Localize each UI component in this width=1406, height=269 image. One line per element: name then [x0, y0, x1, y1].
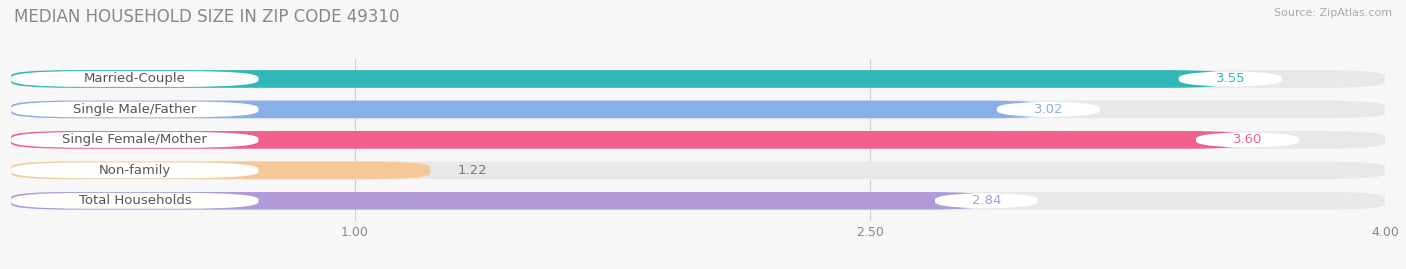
FancyBboxPatch shape — [11, 101, 1049, 118]
Text: Single Male/Father: Single Male/Father — [73, 103, 197, 116]
FancyBboxPatch shape — [1178, 71, 1282, 87]
FancyBboxPatch shape — [11, 70, 1385, 88]
FancyBboxPatch shape — [11, 101, 259, 117]
FancyBboxPatch shape — [11, 192, 1385, 210]
Text: 3.02: 3.02 — [1033, 103, 1063, 116]
Text: Non-family: Non-family — [98, 164, 172, 177]
FancyBboxPatch shape — [11, 70, 1230, 88]
FancyBboxPatch shape — [11, 162, 259, 178]
Text: Single Female/Mother: Single Female/Mother — [62, 133, 207, 146]
FancyBboxPatch shape — [11, 161, 430, 179]
Text: Married-Couple: Married-Couple — [84, 72, 186, 86]
FancyBboxPatch shape — [997, 101, 1099, 117]
FancyBboxPatch shape — [11, 132, 259, 148]
FancyBboxPatch shape — [11, 71, 259, 87]
FancyBboxPatch shape — [935, 193, 1038, 209]
Text: Total Households: Total Households — [79, 194, 191, 207]
FancyBboxPatch shape — [11, 131, 1385, 149]
FancyBboxPatch shape — [11, 161, 1385, 179]
Text: 3.55: 3.55 — [1216, 72, 1246, 86]
Text: 2.84: 2.84 — [972, 194, 1001, 207]
Text: Source: ZipAtlas.com: Source: ZipAtlas.com — [1274, 8, 1392, 18]
FancyBboxPatch shape — [11, 101, 1385, 118]
FancyBboxPatch shape — [11, 192, 987, 210]
Text: MEDIAN HOUSEHOLD SIZE IN ZIP CODE 49310: MEDIAN HOUSEHOLD SIZE IN ZIP CODE 49310 — [14, 8, 399, 26]
Text: 1.22: 1.22 — [458, 164, 488, 177]
FancyBboxPatch shape — [1197, 132, 1299, 148]
FancyBboxPatch shape — [11, 131, 1247, 149]
FancyBboxPatch shape — [11, 193, 259, 209]
Text: 3.60: 3.60 — [1233, 133, 1263, 146]
